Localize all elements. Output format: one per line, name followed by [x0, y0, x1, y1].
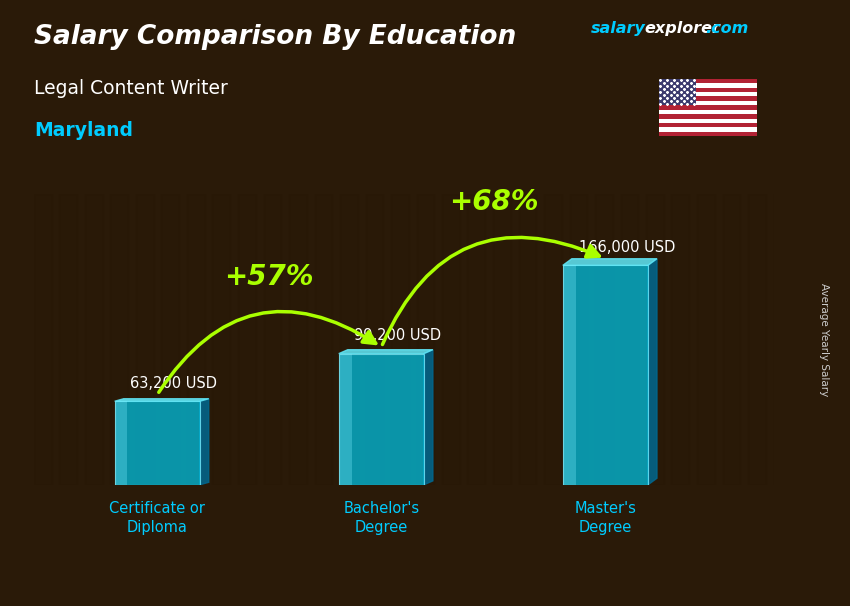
Text: .com: .com [706, 21, 749, 36]
Bar [238, 194, 256, 485]
FancyArrowPatch shape [382, 238, 599, 344]
Text: Average Yearly Salary: Average Yearly Salary [819, 283, 829, 396]
Bar [646, 194, 664, 485]
Bar [748, 194, 766, 485]
Bar [659, 83, 756, 88]
Bar [85, 194, 103, 485]
Bar [136, 194, 154, 485]
Text: Master's
Degree: Master's Degree [575, 501, 637, 536]
Bar [659, 79, 756, 83]
Bar [518, 194, 536, 485]
Text: Salary Comparison By Education: Salary Comparison By Education [34, 24, 516, 50]
Bar [34, 194, 52, 485]
Text: 166,000 USD: 166,000 USD [579, 240, 675, 255]
Bar [493, 194, 511, 485]
Bar [620, 194, 638, 485]
Bar [774, 194, 791, 485]
Text: Certificate or
Diploma: Certificate or Diploma [110, 501, 205, 536]
Bar [162, 194, 179, 485]
Bar [187, 194, 205, 485]
Bar [212, 194, 230, 485]
Text: explorer: explorer [644, 21, 720, 36]
Bar [314, 194, 332, 485]
Bar [115, 401, 200, 485]
Bar [570, 194, 587, 485]
Bar [659, 105, 756, 110]
Bar [659, 88, 756, 92]
Bar [264, 194, 281, 485]
Bar [659, 101, 756, 105]
Polygon shape [115, 399, 209, 401]
Bar [659, 92, 756, 96]
Bar [366, 194, 383, 485]
Bar [391, 194, 409, 485]
Bar [468, 194, 485, 485]
Bar [659, 96, 756, 101]
Text: Bachelor's
Degree: Bachelor's Degree [343, 501, 419, 536]
Bar [289, 194, 307, 485]
Bar [697, 194, 715, 485]
Bar [60, 194, 77, 485]
Text: Maryland: Maryland [34, 121, 133, 140]
Bar [722, 194, 740, 485]
FancyArrowPatch shape [159, 311, 376, 392]
Bar [563, 265, 648, 485]
Bar [544, 194, 562, 485]
Bar [659, 127, 756, 132]
Bar [672, 194, 689, 485]
Polygon shape [648, 259, 657, 485]
Bar [339, 354, 424, 485]
Bar [340, 194, 358, 485]
Polygon shape [200, 399, 209, 485]
Bar [115, 401, 128, 485]
Bar [659, 123, 756, 127]
Bar [339, 354, 352, 485]
Bar [442, 194, 460, 485]
Bar [595, 194, 613, 485]
Text: 99,200 USD: 99,200 USD [354, 328, 442, 343]
Bar [110, 194, 128, 485]
Bar [659, 110, 756, 114]
Text: salary: salary [591, 21, 645, 36]
Text: Legal Content Writer: Legal Content Writer [34, 79, 228, 98]
Polygon shape [424, 350, 433, 485]
Text: 63,200 USD: 63,200 USD [130, 376, 218, 391]
Bar [659, 114, 756, 119]
Bar [563, 265, 575, 485]
Text: +68%: +68% [449, 188, 538, 216]
Bar [659, 119, 756, 123]
Polygon shape [339, 350, 433, 354]
Text: +57%: +57% [224, 263, 314, 291]
Bar [659, 79, 696, 105]
Polygon shape [563, 259, 657, 265]
Bar [659, 132, 756, 136]
Bar [416, 194, 434, 485]
